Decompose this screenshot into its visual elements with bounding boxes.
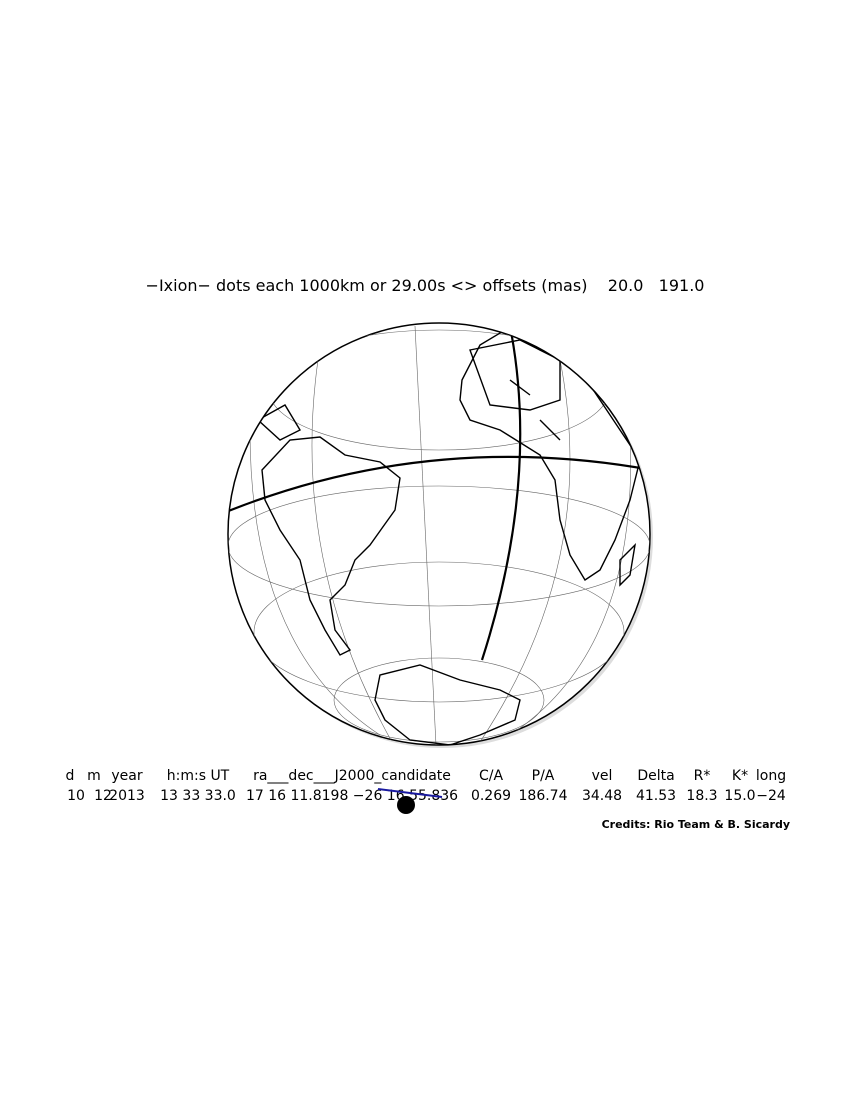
- header-cell: K*: [732, 768, 748, 784]
- body-dot: [397, 796, 415, 814]
- header-cell: C/A: [479, 768, 503, 784]
- header-cell: ra___dec___J2000_candidate: [253, 768, 451, 784]
- table: d m year h:m:s UT ra___dec___J2000_candi…: [66, 768, 787, 804]
- globe-outline: [227, 322, 651, 746]
- header-cell: long: [756, 768, 786, 784]
- header-cell: d: [66, 768, 75, 784]
- value-cell: 15.0: [724, 788, 755, 804]
- credits: Credits: Rio Team & B. Sicardy: [602, 818, 790, 831]
- value-cell: 13 33 33.0: [160, 788, 236, 804]
- value-cell: 10: [67, 788, 85, 804]
- globe: [227, 322, 653, 748]
- value-cell: 186.74: [519, 788, 568, 804]
- motion-line: [377, 788, 443, 798]
- value-cell: 34.48: [582, 788, 622, 804]
- header-cell: Delta: [637, 768, 674, 784]
- header-cell: P/A: [532, 768, 555, 784]
- map-title: −Ixion− dots each 1000km or 29.00s <> of…: [146, 276, 705, 295]
- shadow-path: [228, 325, 650, 661]
- header-cell: m: [87, 768, 101, 784]
- header-cell: R*: [694, 768, 711, 784]
- value-cell: 41.53: [636, 788, 676, 804]
- value-cell: 18.3: [686, 788, 717, 804]
- value-cell: 0.269: [471, 788, 511, 804]
- header-cell: h:m:s UT: [167, 768, 230, 784]
- header-cell: vel: [592, 768, 613, 784]
- value-cell: 12: [94, 788, 112, 804]
- value-cell: 2013: [109, 788, 145, 804]
- header-cell: year: [111, 768, 142, 784]
- value-cell: −24: [756, 788, 786, 804]
- continents: [256, 329, 641, 745]
